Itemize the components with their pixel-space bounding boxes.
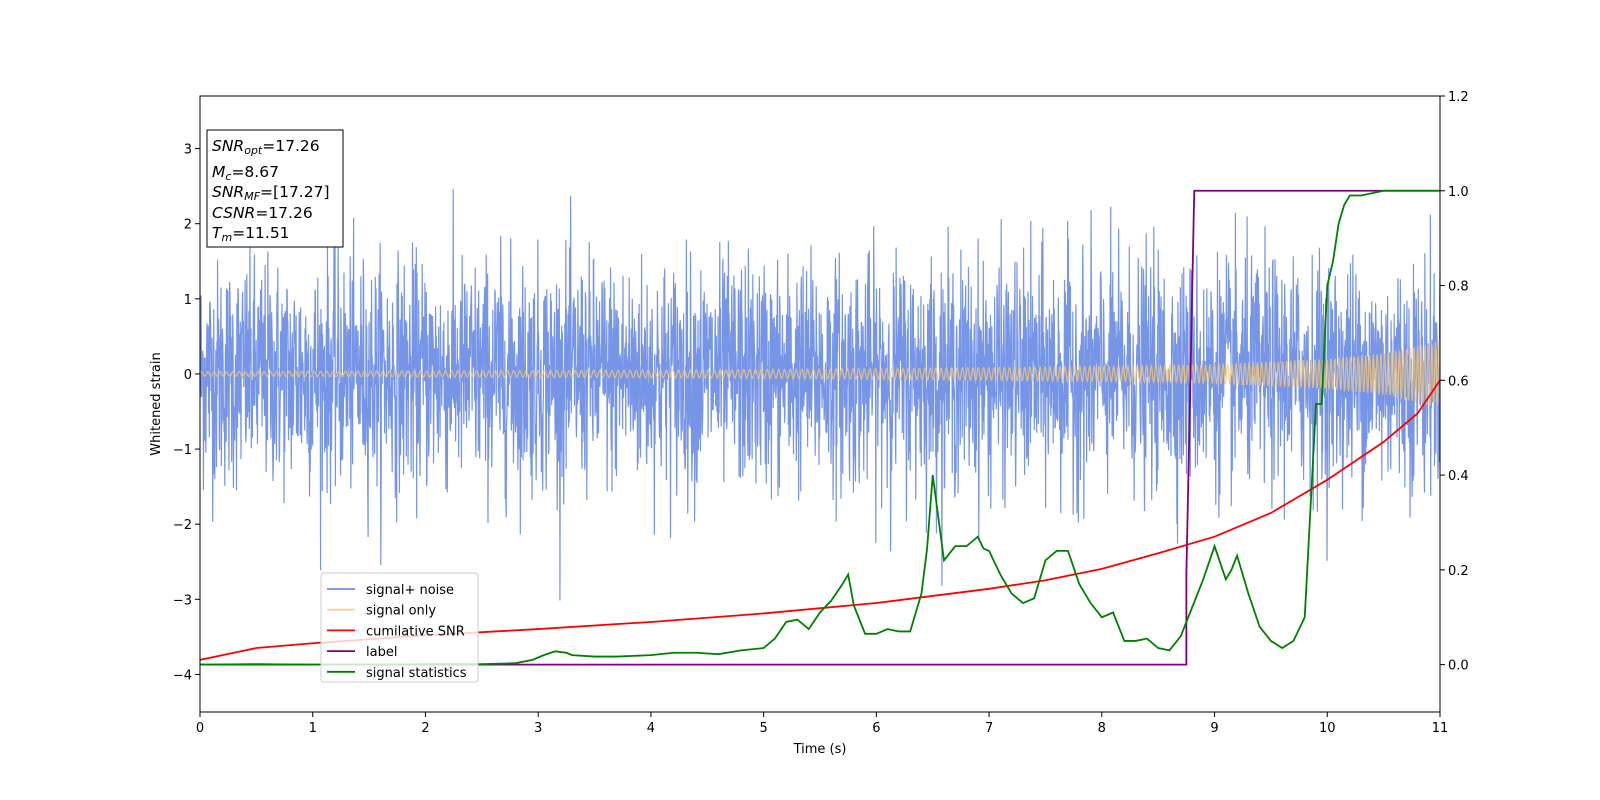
series-line-signal-only: [199, 340, 1441, 406]
signal-only-series: [199, 340, 1441, 406]
x-tick-label: 9: [1210, 721, 1218, 736]
info-mc: Mc=8.67: [212, 163, 279, 183]
y-axis-label: Whitened strain: [149, 352, 164, 455]
y2-tick-label: 0.2: [1448, 564, 1469, 579]
x-axis: 0 1 2 3 4 5 6 7 8 9 10 11: [196, 712, 1448, 736]
series-line-label: [200, 189, 1440, 666]
y2-tick-label: 1.0: [1448, 185, 1469, 200]
legend-label: label: [366, 645, 397, 660]
y-tick-label: 0: [184, 368, 192, 383]
x-tick-label: 10: [1319, 721, 1336, 736]
info-csnr: CSNR=17.26: [212, 204, 313, 222]
x-tick-label: 1: [309, 721, 317, 736]
y-tick-label: 1: [184, 293, 192, 308]
y2-tick-label: 0.6: [1448, 374, 1469, 389]
plot-frame: [199, 95, 1441, 713]
x-tick-label: 6: [872, 721, 880, 736]
y-axis-right: 0.0 0.2 0.4 0.6 0.8 1.0 1.2: [1440, 90, 1469, 674]
info-box: SNRopt=17.26 Mc=8.67 SNRMF=[17.27] CSNR=…: [206, 129, 344, 248]
legend-label: cumilative SNR: [366, 624, 465, 639]
y-tick-label: 2: [184, 218, 192, 233]
legend-label: signal statistics: [366, 666, 467, 681]
y-tick-label: −3: [173, 593, 192, 608]
x-tick-label: 2: [421, 721, 429, 736]
info-tm: Tm=11.51: [212, 224, 290, 244]
x-tick-label: 0: [196, 721, 204, 736]
y-tick-label: −2: [173, 518, 192, 533]
x-tick-label: 7: [985, 721, 993, 736]
y2-tick-label: 0.8: [1448, 280, 1469, 295]
legend-label: signal+ noise: [366, 583, 454, 598]
info-snr-opt: SNRopt=17.26: [212, 137, 320, 157]
x-tick-label: 5: [759, 721, 767, 736]
x-tick-label: 11: [1432, 721, 1449, 736]
y2-tick-label: 0.4: [1448, 469, 1469, 484]
y2-tick-label: 1.2: [1448, 90, 1469, 105]
y-tick-label: −4: [173, 668, 192, 683]
x-axis-label: Time (s): [793, 742, 847, 757]
y-axis-left: −4 −3 −2 −1 0 1 2 3: [173, 143, 200, 683]
info-snr-mf: SNRMF=[17.27]: [212, 183, 330, 203]
legend: signal+ noise signal only cumilative SNR la…: [320, 572, 479, 683]
series-line-signal-statistics: [199, 189, 1440, 666]
series-line-signal-noise: [199, 189, 1441, 601]
x-tick-label: 8: [1098, 721, 1106, 736]
legend-label: signal only: [366, 604, 436, 619]
y-tick-label: −1: [173, 443, 192, 458]
y-tick-label: 3: [184, 143, 192, 158]
y2-tick-label: 0.0: [1448, 659, 1469, 674]
x-tick-label: 4: [647, 721, 655, 736]
x-tick-label: 3: [534, 721, 542, 736]
noise-series: [199, 189, 1441, 601]
